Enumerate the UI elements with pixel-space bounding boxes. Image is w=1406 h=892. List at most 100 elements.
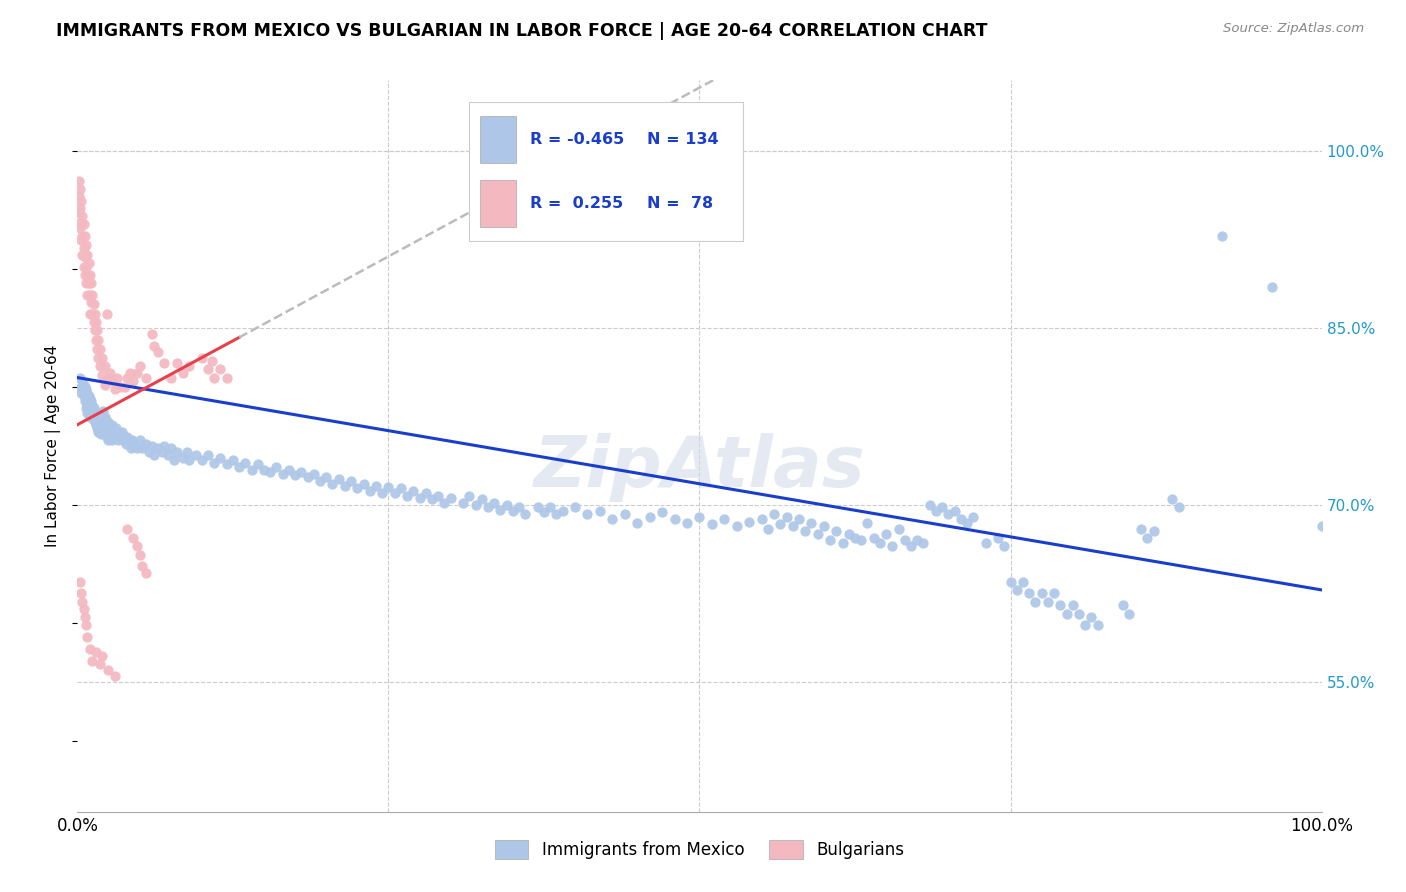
Point [69, 182, 91, 196]
Point [104, 421, 127, 435]
Point [153, 439, 176, 453]
Point [135, 436, 157, 450]
Point [98, 366, 121, 380]
Point [101, 374, 124, 388]
Point [240, 462, 263, 476]
Point [101, 417, 124, 432]
Point [215, 457, 238, 471]
Point [427, 489, 450, 503]
Point [638, 509, 661, 524]
Point [70, 215, 93, 229]
Point [114, 429, 136, 443]
Point [787, 512, 810, 526]
Point [875, 527, 897, 541]
Point [79, 641, 101, 656]
Point [284, 468, 307, 483]
Point [138, 445, 160, 459]
Point [150, 445, 173, 459]
Point [93, 403, 115, 417]
Point [309, 475, 332, 489]
Point [128, 548, 150, 562]
Point [495, 498, 517, 512]
Point [105, 370, 128, 384]
Point [918, 498, 941, 512]
Point [353, 476, 375, 491]
Y-axis label: In Labor Force | Age 20-64: In Labor Force | Age 20-64 [45, 345, 62, 547]
Point [84, 417, 107, 432]
Point [112, 433, 135, 447]
Legend: Immigrants from Mexico, Bulgarians: Immigrants from Mexico, Bulgarians [488, 833, 911, 865]
Point [93, 359, 115, 373]
Point [651, 505, 673, 519]
Point [108, 425, 131, 439]
Point [73, 610, 96, 624]
Point [869, 535, 891, 549]
Point [86, 421, 108, 435]
Point [987, 531, 1010, 545]
Point [415, 486, 437, 500]
Point [82, 288, 104, 302]
Point [222, 453, 245, 467]
Point [72, 248, 94, 262]
Point [564, 500, 586, 515]
Point [689, 509, 711, 524]
Point [73, 385, 96, 400]
Point [70, 194, 93, 208]
Point [86, 409, 108, 424]
Point [546, 508, 568, 522]
Point [925, 504, 948, 518]
Point [912, 535, 935, 549]
Point [104, 429, 127, 443]
Point [73, 268, 96, 282]
Point [1130, 522, 1153, 536]
Point [122, 439, 145, 453]
Point [131, 442, 153, 456]
Point [700, 516, 723, 531]
Point [253, 462, 276, 476]
Point [79, 288, 101, 302]
Point [166, 356, 188, 370]
Point [111, 425, 134, 439]
Point [118, 366, 141, 380]
Point [72, 389, 94, 403]
Point [408, 491, 430, 505]
Point [191, 351, 214, 365]
Point [101, 433, 124, 447]
Point [887, 522, 910, 536]
Point [756, 522, 779, 536]
Point [89, 343, 111, 357]
Point [91, 648, 114, 663]
Point [75, 238, 97, 252]
Point [613, 508, 636, 522]
Point [77, 276, 100, 290]
Point [259, 465, 281, 479]
Point [141, 326, 163, 341]
Point [76, 248, 98, 262]
Point [83, 403, 105, 417]
Point [97, 663, 120, 677]
Point [76, 630, 98, 644]
Point [333, 479, 356, 493]
Point [70, 586, 93, 600]
Point [1031, 586, 1053, 600]
Point [72, 383, 94, 397]
Point [302, 467, 325, 482]
Point [83, 401, 105, 416]
Point [172, 366, 194, 380]
Point [76, 398, 98, 412]
Point [166, 445, 188, 459]
Point [93, 421, 115, 435]
Point [508, 500, 530, 515]
Point [931, 500, 953, 515]
Point [76, 268, 98, 282]
Point [1087, 618, 1109, 632]
Point [1136, 531, 1159, 545]
Point [83, 315, 105, 329]
Point [202, 370, 225, 384]
Point [159, 370, 181, 384]
Point [856, 516, 879, 530]
Point [458, 489, 481, 503]
Point [364, 479, 387, 493]
Point [1049, 599, 1071, 613]
Point [77, 403, 100, 417]
